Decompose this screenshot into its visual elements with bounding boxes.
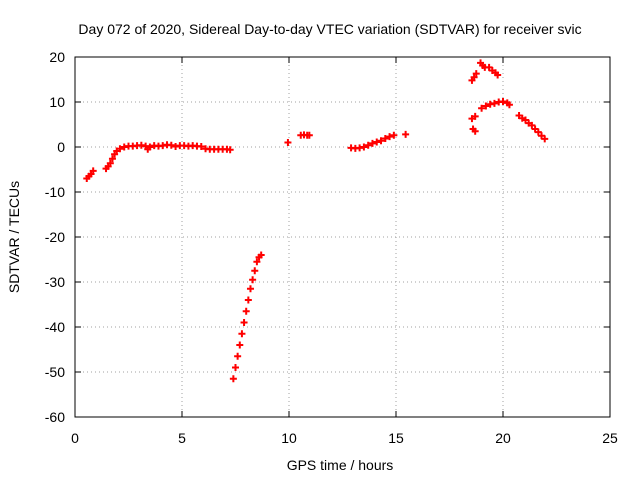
data-point <box>246 285 254 293</box>
x-tick-label: 20 <box>495 430 511 446</box>
x-tick-label: 5 <box>178 430 186 446</box>
data-point <box>116 145 124 153</box>
data-point <box>377 137 385 145</box>
data-point <box>499 98 507 106</box>
data-point <box>482 102 490 110</box>
y-tick-label: -20 <box>45 229 65 245</box>
data-point <box>386 133 394 141</box>
data-point <box>167 141 175 149</box>
axis-ticks <box>74 56 611 418</box>
chart-title: Day 072 of 2020, Sidereal Day-to-day VTE… <box>78 21 581 37</box>
data-point <box>108 155 116 163</box>
x-tick-label: 15 <box>388 430 404 446</box>
y-tick-labels: -60 -50 -40 -30 -20 -10 0 10 20 <box>45 49 65 425</box>
data-point <box>232 364 239 371</box>
data-point <box>472 70 480 78</box>
y-tick-label: -30 <box>45 274 65 290</box>
data-point <box>381 134 389 142</box>
data-point <box>505 101 513 109</box>
data-point <box>284 139 292 146</box>
y-tick-label: -40 <box>45 319 65 335</box>
data-point <box>234 352 242 360</box>
data-point <box>470 73 478 81</box>
x-tick-label: 25 <box>602 430 618 446</box>
data-point <box>257 251 265 259</box>
data-point <box>238 330 246 338</box>
y-tick-label: -50 <box>45 364 65 380</box>
data-point <box>106 159 114 167</box>
data-point <box>534 128 542 136</box>
data-point <box>236 341 244 349</box>
data-point <box>253 258 261 266</box>
data-point <box>251 267 259 275</box>
data-point <box>229 375 237 383</box>
data-point <box>242 307 250 315</box>
data-point <box>478 104 486 112</box>
y-tick-label: -60 <box>45 409 65 425</box>
data-point <box>373 138 381 146</box>
data-point <box>249 276 257 284</box>
data-point <box>494 71 502 79</box>
x-tick-label: 0 <box>71 430 79 446</box>
data-point <box>89 167 97 175</box>
y-tick-label: 10 <box>49 94 65 110</box>
y-tick-label: 0 <box>57 139 65 155</box>
y-tick-label: 20 <box>49 49 65 65</box>
data-point <box>402 130 410 138</box>
data-point <box>360 143 368 151</box>
grid <box>75 57 610 417</box>
x-tick-label: 10 <box>281 430 297 446</box>
y-tick-label: -10 <box>45 184 65 200</box>
data-point <box>541 135 549 143</box>
data-point <box>197 143 205 151</box>
x-tick-labels: 0 5 10 15 20 25 <box>71 430 618 446</box>
data-point <box>528 121 536 129</box>
data-point <box>305 131 313 139</box>
data-point <box>226 146 234 154</box>
data-points <box>83 59 549 383</box>
x-axis-label: GPS time / hours <box>287 457 394 473</box>
data-point <box>490 99 498 107</box>
y-axis-label: SDTVAR / TECUs <box>6 181 22 293</box>
data-point <box>244 296 252 304</box>
data-point <box>368 139 376 147</box>
data-point <box>240 319 248 326</box>
data-point <box>146 143 154 151</box>
data-point <box>471 112 479 120</box>
data-point <box>471 127 479 135</box>
data-point <box>390 131 398 139</box>
data-point <box>364 141 372 149</box>
